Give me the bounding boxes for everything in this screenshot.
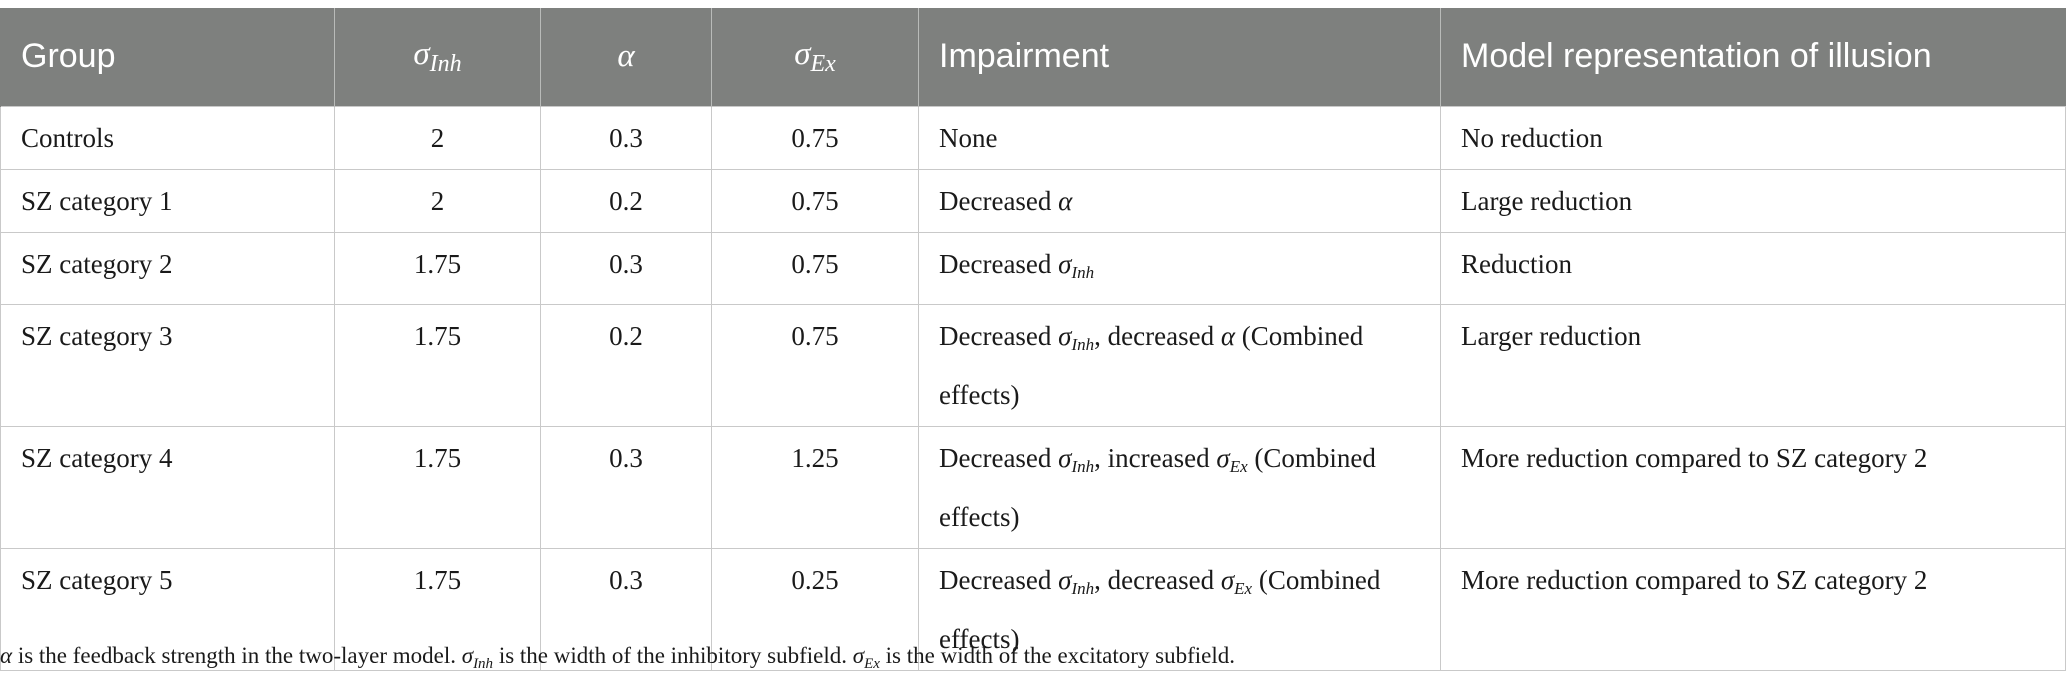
table-row: SZ category 3 1.75 0.2 0.75 Decreased σI…	[0, 303, 2066, 427]
table-row: Controls 2 0.3 0.75 None No reduction	[0, 105, 2066, 170]
cell-group: SZ category 1	[0, 168, 335, 233]
cell-model: Larger reduction	[1440, 303, 2066, 427]
cell-impairment: Decreased α	[918, 168, 1441, 233]
cell-sigma-ex: 0.75	[711, 168, 919, 233]
cell-alpha: 0.2	[540, 303, 712, 427]
header-row: Group σInh α σEx Impairment Model repres…	[0, 8, 2066, 106]
header-sigma-inh: σInh	[334, 8, 541, 106]
table-row: SZ category 2 1.75 0.3 0.75 Decreased σI…	[0, 231, 2066, 305]
cell-impairment: None	[918, 105, 1441, 170]
cell-sigma-ex: 0.75	[711, 231, 919, 305]
cell-impairment: Decreased σInh	[918, 231, 1441, 305]
cell-model: More reduction compared to SZ category 2	[1440, 547, 2066, 671]
cell-sigma-inh: 1.75	[334, 231, 541, 305]
cell-sigma-inh: 2	[334, 105, 541, 170]
header-sigma-ex: σEx	[711, 8, 919, 106]
cell-impairment: Decreased σInh, decreased σEx (Combined …	[918, 547, 1441, 671]
cell-alpha: 0.3	[540, 231, 712, 305]
cell-sigma-ex: 0.75	[711, 105, 919, 170]
cell-group: Controls	[0, 105, 335, 170]
cell-alpha: 0.2	[540, 168, 712, 233]
cell-group: SZ category 3	[0, 303, 335, 427]
cell-sigma-inh: 1.75	[334, 425, 541, 549]
header-model: Model representation of illusion	[1440, 8, 2066, 106]
cell-impairment: Decreased σInh, decreased α (Combined ef…	[918, 303, 1441, 427]
cell-alpha: 0.3	[540, 105, 712, 170]
cell-sigma-ex: 0.25	[711, 547, 919, 671]
table-footnote: α is the feedback strength in the two-la…	[0, 643, 1236, 672]
cell-sigma-inh: 1.75	[334, 303, 541, 427]
cell-group: SZ category 2	[0, 231, 335, 305]
cell-alpha: 0.3	[540, 425, 712, 549]
cell-model: Reduction	[1440, 231, 2066, 305]
header-impairment: Impairment	[918, 8, 1441, 106]
cell-sigma-inh: 2	[334, 168, 541, 233]
header-alpha: α	[540, 8, 712, 106]
table-row: SZ category 5 1.75 0.3 0.25 Decreased σI…	[0, 547, 2066, 671]
cell-impairment: Decreased σInh, increased σEx (Combined …	[918, 425, 1441, 549]
table-row: SZ category 1 2 0.2 0.75 Decreased α Lar…	[0, 168, 2066, 233]
cell-model: Large reduction	[1440, 168, 2066, 233]
cell-sigma-ex: 0.75	[711, 303, 919, 427]
table-row: SZ category 4 1.75 0.3 1.25 Decreased σI…	[0, 425, 2066, 549]
cell-model: No reduction	[1440, 105, 2066, 170]
cell-alpha: 0.3	[540, 547, 712, 671]
cell-group: SZ category 5	[0, 547, 335, 671]
header-group: Group	[0, 8, 335, 106]
cell-model: More reduction compared to SZ category 2	[1440, 425, 2066, 549]
cell-group: SZ category 4	[0, 425, 335, 549]
parameters-table: Group σInh α σEx Impairment Model repres…	[0, 8, 2066, 671]
cell-sigma-ex: 1.25	[711, 425, 919, 549]
cell-sigma-inh: 1.75	[334, 547, 541, 671]
